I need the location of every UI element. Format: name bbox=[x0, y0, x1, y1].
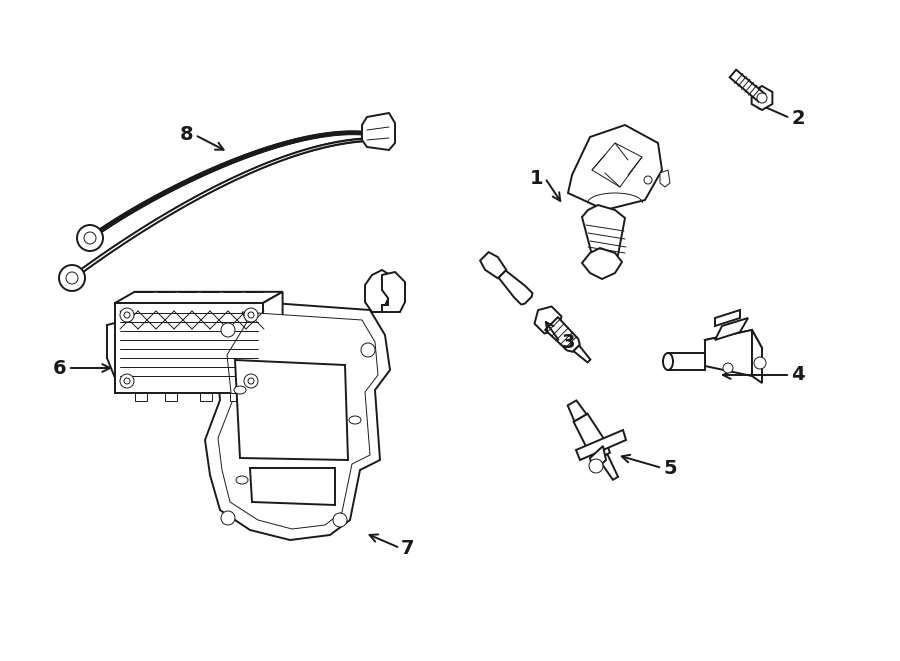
Circle shape bbox=[333, 513, 347, 527]
Circle shape bbox=[361, 343, 375, 357]
Polygon shape bbox=[705, 330, 762, 358]
Polygon shape bbox=[499, 270, 533, 305]
Text: 6: 6 bbox=[53, 358, 67, 377]
Polygon shape bbox=[590, 446, 606, 472]
Polygon shape bbox=[573, 414, 610, 461]
Text: 3: 3 bbox=[562, 332, 575, 352]
Text: 1: 1 bbox=[530, 169, 544, 188]
Circle shape bbox=[589, 459, 603, 473]
Circle shape bbox=[77, 225, 103, 251]
Circle shape bbox=[754, 357, 766, 369]
Polygon shape bbox=[165, 393, 177, 401]
Polygon shape bbox=[230, 393, 242, 401]
Polygon shape bbox=[573, 346, 590, 362]
Polygon shape bbox=[205, 300, 390, 540]
Polygon shape bbox=[582, 205, 625, 260]
Circle shape bbox=[221, 511, 235, 525]
Polygon shape bbox=[730, 70, 765, 102]
Ellipse shape bbox=[349, 416, 361, 424]
Polygon shape bbox=[568, 125, 662, 210]
Circle shape bbox=[644, 176, 652, 184]
Polygon shape bbox=[582, 248, 622, 279]
Ellipse shape bbox=[663, 353, 673, 370]
Text: 2: 2 bbox=[791, 108, 805, 128]
Polygon shape bbox=[382, 272, 405, 312]
Polygon shape bbox=[365, 270, 390, 312]
Circle shape bbox=[248, 312, 254, 318]
Circle shape bbox=[66, 272, 78, 284]
Circle shape bbox=[244, 308, 258, 322]
Polygon shape bbox=[568, 401, 587, 421]
Circle shape bbox=[221, 323, 235, 337]
Polygon shape bbox=[715, 310, 740, 326]
Polygon shape bbox=[752, 86, 772, 110]
Ellipse shape bbox=[236, 476, 248, 484]
Polygon shape bbox=[545, 317, 580, 352]
Polygon shape bbox=[592, 143, 642, 187]
Polygon shape bbox=[576, 430, 626, 460]
Polygon shape bbox=[218, 312, 378, 529]
Polygon shape bbox=[263, 292, 283, 393]
Circle shape bbox=[723, 363, 733, 373]
Polygon shape bbox=[705, 330, 752, 376]
Circle shape bbox=[120, 374, 134, 388]
Ellipse shape bbox=[234, 386, 246, 394]
Circle shape bbox=[757, 93, 767, 103]
Text: 5: 5 bbox=[663, 459, 677, 477]
Text: 7: 7 bbox=[401, 539, 415, 557]
Circle shape bbox=[59, 265, 85, 291]
Circle shape bbox=[120, 308, 134, 322]
Circle shape bbox=[244, 374, 258, 388]
Polygon shape bbox=[535, 307, 562, 334]
Polygon shape bbox=[660, 170, 670, 187]
Polygon shape bbox=[480, 252, 507, 278]
Circle shape bbox=[124, 378, 130, 384]
Polygon shape bbox=[200, 393, 212, 401]
Polygon shape bbox=[362, 113, 395, 150]
Polygon shape bbox=[135, 393, 147, 401]
Text: 4: 4 bbox=[791, 366, 805, 385]
Circle shape bbox=[84, 232, 96, 244]
Text: 8: 8 bbox=[180, 126, 194, 145]
Polygon shape bbox=[752, 330, 762, 383]
Circle shape bbox=[124, 312, 130, 318]
Polygon shape bbox=[668, 353, 705, 370]
Polygon shape bbox=[235, 360, 348, 460]
Polygon shape bbox=[250, 468, 335, 505]
Circle shape bbox=[248, 378, 254, 384]
Polygon shape bbox=[715, 318, 748, 340]
Polygon shape bbox=[115, 303, 263, 393]
Polygon shape bbox=[598, 454, 618, 480]
Polygon shape bbox=[115, 292, 283, 303]
